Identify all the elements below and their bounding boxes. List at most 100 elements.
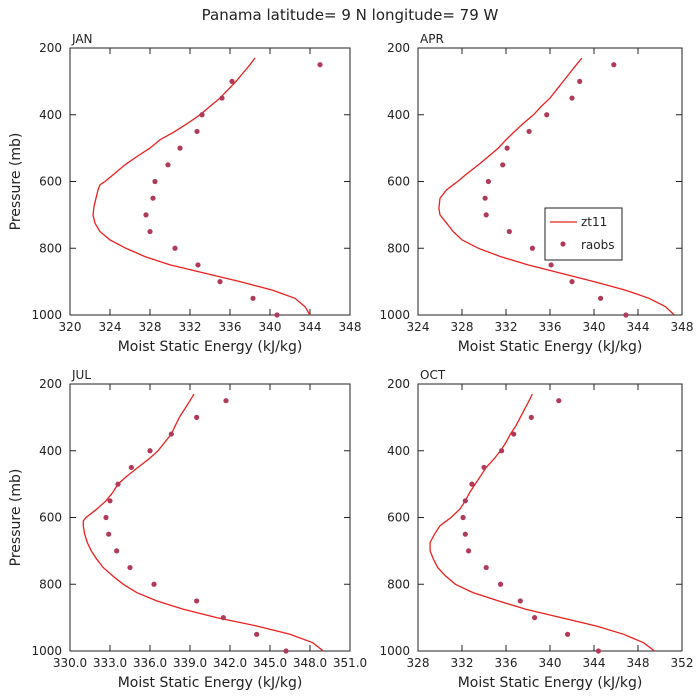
jan-series-raobs-point [147, 228, 153, 235]
apr-x-tick-label: 324 [407, 320, 430, 334]
jul-panel-title: JUL [71, 368, 91, 382]
jul-y-tick-label: 1000 [31, 644, 62, 658]
oct-x-axis-label: Moist Static Energy (kJ/kg) [458, 675, 643, 691]
jul-series-raobs-point [151, 581, 157, 587]
oct-series-raobs-point [460, 514, 466, 521]
jan-y-tick-label: 200 [39, 41, 62, 55]
apr-series-raobs-point [506, 228, 512, 235]
jan-y-axis-label: Pressure (mb) [8, 133, 24, 231]
jan-x-tick-label: 324 [99, 320, 122, 334]
apr-y-tick-label: 1000 [379, 308, 410, 322]
jul-x-axis-label: Moist Static Energy (kJ/kg) [118, 675, 303, 691]
apr-series-raobs-point [569, 95, 575, 101]
jul-series-raobs-point [254, 631, 260, 637]
jul-plot-frame [69, 383, 351, 652]
oct-plot-frame [417, 383, 683, 652]
apr-series-zt11-line [438, 57, 675, 316]
oct-series-raobs-point [595, 648, 602, 654]
figure-title: Panama latitude= 9 N longitude= 79 W [202, 6, 499, 24]
oct-series-raobs-point [511, 431, 517, 437]
apr-y-tick-label: 600 [387, 175, 410, 189]
oct-series-raobs-point [517, 598, 523, 604]
oct-y-tick-label: 600 [387, 511, 410, 525]
jan-series-raobs-point [229, 78, 235, 84]
apr-legend-label: raobs [581, 238, 615, 252]
apr-y-tick-label: 200 [387, 41, 410, 55]
apr-x-tick-label: 340 [583, 320, 606, 334]
jan-series-raobs-point [219, 95, 225, 101]
oct-series-zt11-line [429, 393, 655, 652]
jan-x-tick-label: 332 [179, 320, 202, 334]
apr-panel-title: APR [420, 32, 444, 46]
apr-series-raobs-point [483, 212, 489, 218]
jan-series-raobs-point [143, 212, 149, 218]
jan-series-raobs-point [250, 295, 256, 301]
jul-y-tick-label: 800 [39, 577, 62, 591]
apr-y-tick-label: 800 [387, 241, 410, 255]
jul-series-raobs-point [115, 481, 121, 487]
jan-series-raobs-point [194, 128, 200, 135]
oct-panel-title: OCT [420, 368, 446, 382]
oct-x-tick-label: 348 [627, 656, 650, 670]
apr-series-raobs-point [577, 78, 583, 84]
jan-series-raobs-point [317, 62, 323, 68]
oct-x-tick-label: 344 [583, 656, 606, 670]
jul-series-raobs-point [283, 648, 289, 654]
jan-x-tick-label: 328 [139, 320, 162, 334]
apr-series-raobs-point [548, 262, 554, 268]
apr-series-raobs-point [529, 245, 536, 251]
apr-series-raobs-point [623, 312, 629, 318]
jul-x-tick-label: 342.0 [213, 656, 247, 670]
jan-series-raobs-point [172, 245, 178, 251]
apr-series-raobs-point [526, 128, 532, 135]
jan-panel-title: JAN [71, 32, 93, 46]
apr-x-tick-label: 328 [451, 320, 474, 334]
jan-x-axis-label: Moist Static Energy (kJ/kg) [118, 339, 303, 355]
oct-series-raobs-point [462, 498, 468, 504]
jan-series-raobs-point [152, 178, 158, 185]
oct-series-raobs-point [483, 564, 489, 571]
apr-series-raobs-point [482, 195, 488, 201]
jul-series-raobs-point [106, 531, 112, 537]
apr-x-tick-label: 344 [627, 320, 650, 334]
jul-series-raobs-point [128, 464, 134, 471]
jan-series-raobs-point [177, 145, 183, 151]
apr-series-raobs-point [611, 62, 617, 68]
oct-series-raobs-point [497, 581, 504, 587]
jul-series-raobs-point [223, 398, 229, 404]
oct-x-tick-label: 332 [451, 656, 474, 670]
apr-series-raobs-point [569, 279, 575, 285]
jul-series-raobs-point [103, 514, 109, 521]
jul-y-tick-label: 600 [39, 511, 62, 525]
oct-series-raobs-point [469, 481, 475, 487]
jan-y-tick-label: 400 [39, 108, 62, 122]
apr-x-tick-label: 332 [495, 320, 518, 334]
apr-x-tick-label: 336 [539, 320, 562, 334]
apr-legend-dot-marker [560, 241, 566, 247]
jan-x-tick-label: 336 [219, 320, 242, 334]
oct-y-tick-label: 200 [387, 377, 410, 391]
jul-x-tick-label: 330.0 [53, 656, 87, 670]
oct-x-tick-label: 352 [671, 656, 694, 670]
jul-series-raobs-point [147, 448, 153, 454]
jul-series-raobs-point [220, 615, 226, 621]
oct-y-tick-label: 1000 [379, 644, 410, 658]
jul-x-tick-label: 345.0 [253, 656, 287, 670]
jan-series-raobs-point [195, 262, 201, 268]
jul-series-raobs-point [107, 498, 113, 504]
jan-series-raobs-point [150, 195, 156, 201]
apr-series-raobs-point [485, 178, 491, 185]
oct-series-raobs-point [481, 464, 487, 471]
apr-x-tick-label: 348 [671, 320, 694, 334]
apr-y-tick-label: 400 [387, 108, 410, 122]
jul-series-raobs-point [168, 431, 174, 437]
jan-y-tick-label: 600 [39, 175, 62, 189]
oct-y-tick-label: 800 [387, 577, 410, 591]
jul-y-axis-label: Pressure (mb) [8, 469, 24, 567]
jan-series-raobs-point [165, 162, 171, 168]
oct-series-raobs-point [532, 615, 538, 621]
jan-x-tick-label: 320 [59, 320, 82, 334]
jul-series-raobs-point [114, 548, 120, 554]
jul-y-tick-label: 400 [39, 444, 62, 458]
